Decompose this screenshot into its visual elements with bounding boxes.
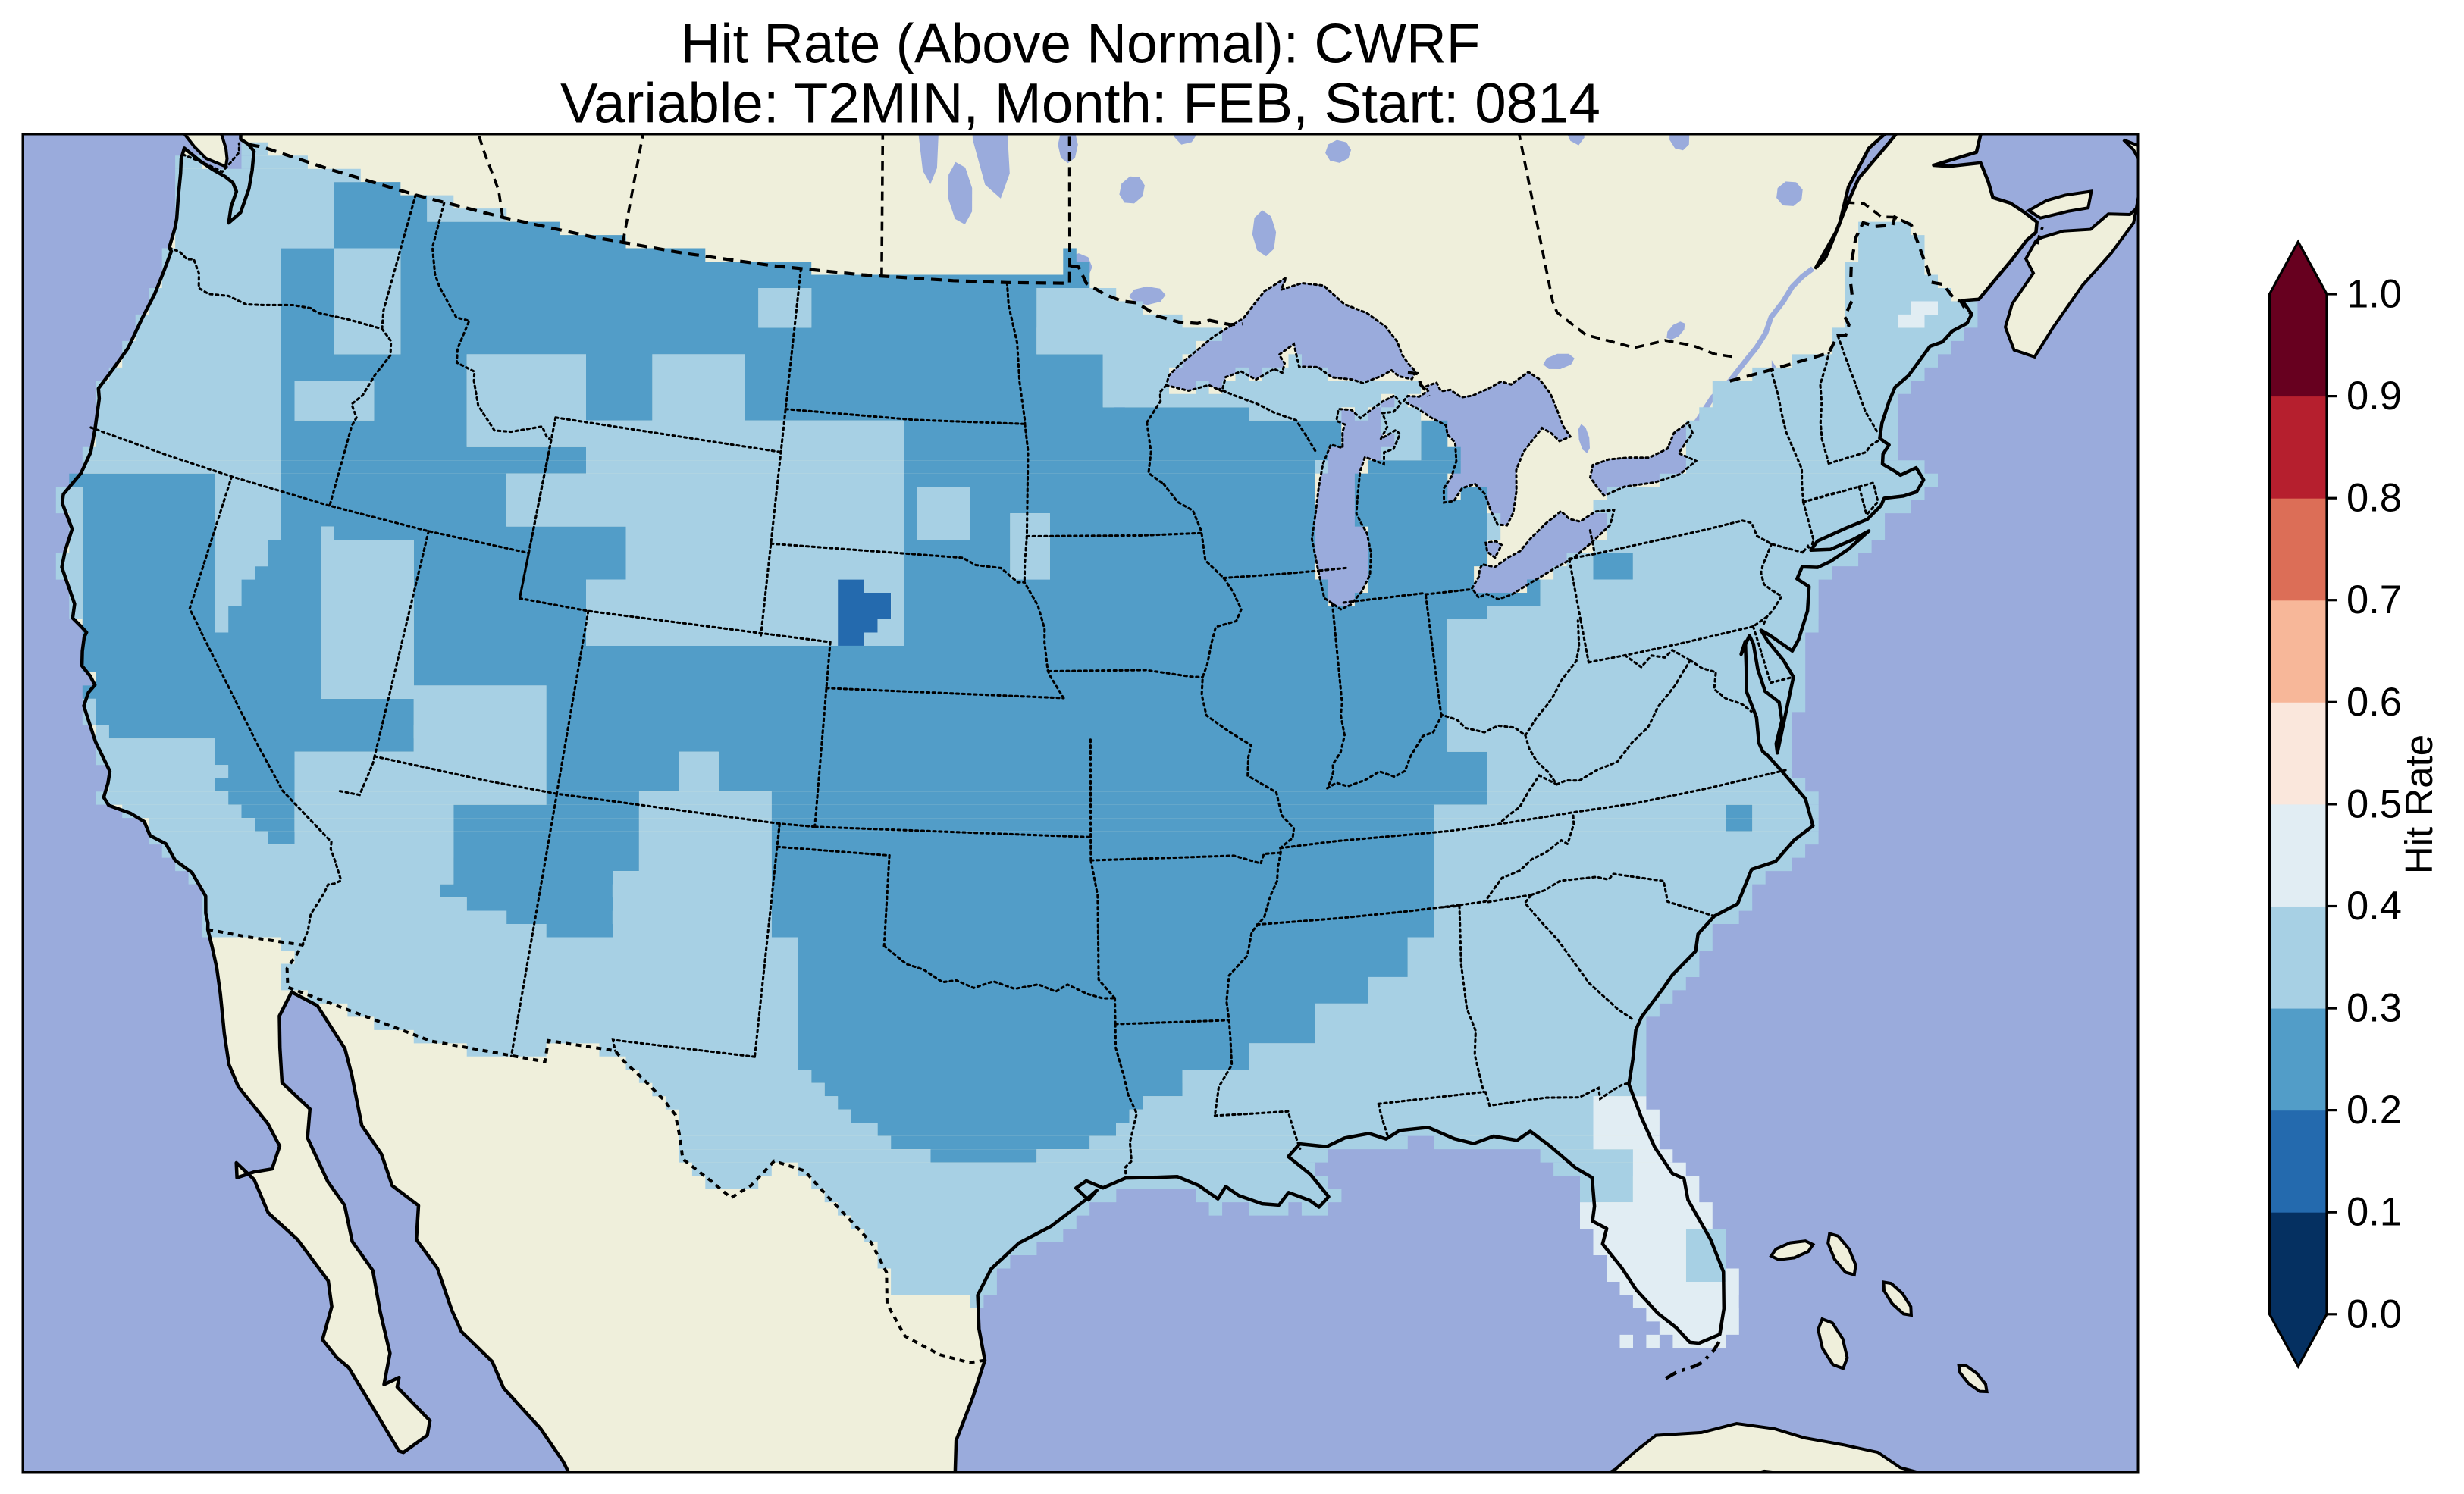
svg-text:0.7: 0.7 — [2346, 578, 2402, 622]
svg-text:0.5: 0.5 — [2346, 781, 2402, 826]
svg-text:0.9: 0.9 — [2346, 374, 2402, 418]
svg-text:0.3: 0.3 — [2346, 986, 2402, 1031]
svg-text:0.2: 0.2 — [2346, 1088, 2402, 1132]
svg-text:0.6: 0.6 — [2346, 680, 2402, 725]
svg-text:0.8: 0.8 — [2346, 476, 2402, 521]
svg-text:0.0: 0.0 — [2346, 1292, 2402, 1336]
svg-text:0.4: 0.4 — [2346, 884, 2402, 929]
svg-text:0.1: 0.1 — [2346, 1190, 2402, 1235]
svg-text:Hit Rate: Hit Rate — [2397, 734, 2440, 874]
svg-text:Hit Rate (Above Normal): CWRF: Hit Rate (Above Normal): CWRF — [681, 14, 1481, 75]
svg-text:1.0: 1.0 — [2346, 272, 2402, 317]
svg-text:Variable: T2MIN, Month: FEB, S: Variable: T2MIN, Month: FEB, Start: 0814 — [560, 72, 1600, 135]
